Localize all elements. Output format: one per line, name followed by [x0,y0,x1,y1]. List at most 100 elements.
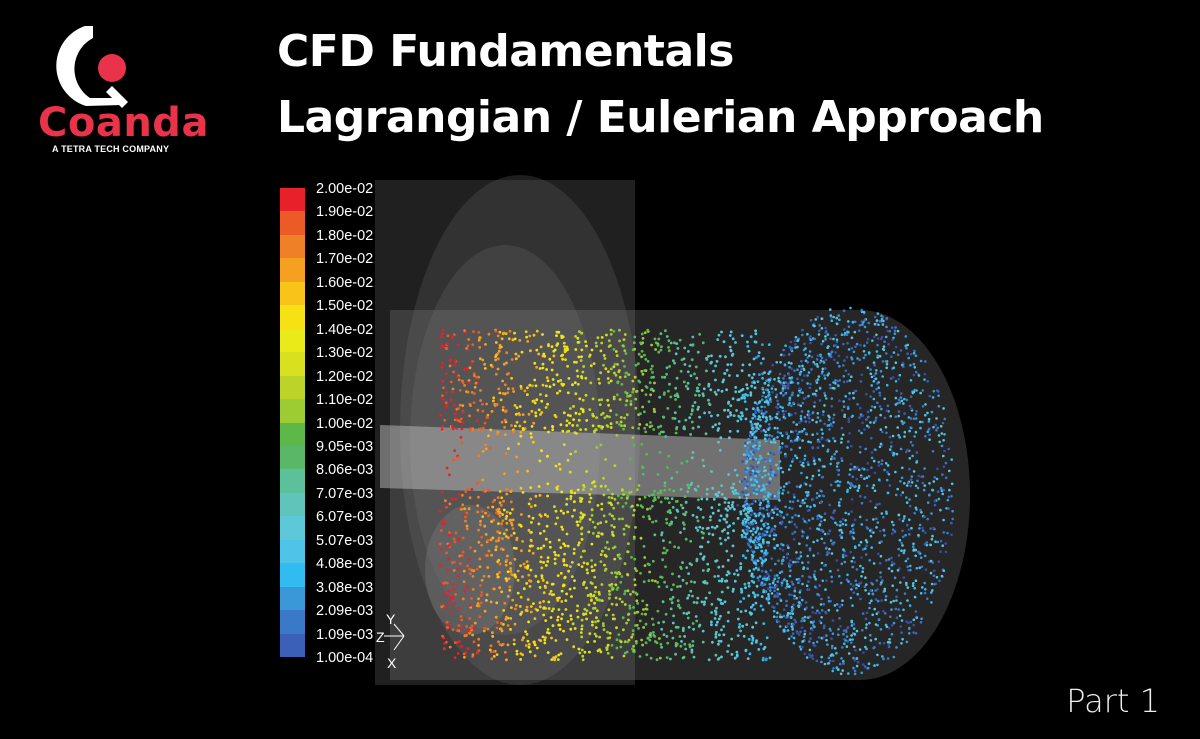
particle [503,418,507,422]
particle [824,588,827,591]
particle [596,522,600,526]
particle [625,650,629,654]
particle [707,398,710,402]
particle [800,471,803,475]
particle [892,599,895,603]
particle [742,509,746,512]
particle [554,464,558,468]
particle [842,660,845,663]
particle [909,352,913,356]
particle [764,521,768,525]
particle [804,431,808,435]
particle [607,608,611,612]
particle [848,397,851,401]
particle [912,623,916,627]
particle [846,380,849,383]
particle [779,547,782,550]
particle [768,437,771,441]
particle [609,422,613,426]
particle [655,658,659,662]
particle [828,308,832,311]
particle [540,399,544,403]
particle [885,478,889,482]
particle [877,386,881,390]
particle [471,633,474,637]
particle [545,454,549,458]
particle [608,596,611,600]
particle [906,599,909,602]
particle [664,612,668,616]
particle [814,318,818,321]
particle [866,666,870,670]
particle [626,589,630,593]
particle [923,372,927,376]
particle [850,620,854,624]
particle [891,528,895,531]
particle [692,655,696,659]
particle [546,628,550,631]
particle [695,376,699,380]
particle [830,397,834,400]
particle [866,337,870,341]
particle [840,333,844,337]
particle [874,416,878,420]
particle [878,502,881,506]
particle [823,465,826,468]
particle [761,608,765,612]
particle [524,644,528,647]
particle [793,496,796,499]
particle [682,626,685,630]
particle [812,554,815,557]
particle [904,344,907,348]
particle [593,526,597,529]
particle [566,391,570,395]
particle [924,588,927,591]
particle [546,494,549,498]
particle [913,595,917,599]
particle [507,387,510,391]
particle [441,394,444,397]
particle [803,374,806,378]
particle [575,360,578,364]
particle [851,475,855,479]
particle [636,602,640,605]
particle [622,628,625,632]
particle [814,363,817,366]
colorbar-band [280,516,305,540]
particle [486,506,490,509]
particle [749,393,753,397]
particle [515,649,519,653]
particle [751,416,754,420]
particle [632,644,635,648]
particle [529,432,533,435]
particle [864,553,868,556]
particle [896,487,899,491]
particle [773,378,776,381]
particle [754,514,758,518]
particle [832,421,835,424]
particle [881,323,885,326]
particle [910,407,913,411]
particle [483,609,487,613]
particle [439,509,442,513]
particle [748,538,751,541]
particle [671,621,675,625]
particle [905,640,909,644]
particle [752,550,756,553]
particle [893,530,897,533]
particle [853,672,857,676]
particle [714,612,718,616]
particle [836,568,840,572]
particle [705,581,709,585]
particle [897,513,901,517]
particle [485,416,489,419]
particle [744,486,748,490]
particle [849,486,852,490]
particle [903,549,906,552]
particle [741,519,745,523]
particle [546,402,549,406]
particle [569,617,573,621]
particle [810,355,814,359]
particle [543,426,547,430]
particle [629,457,632,461]
